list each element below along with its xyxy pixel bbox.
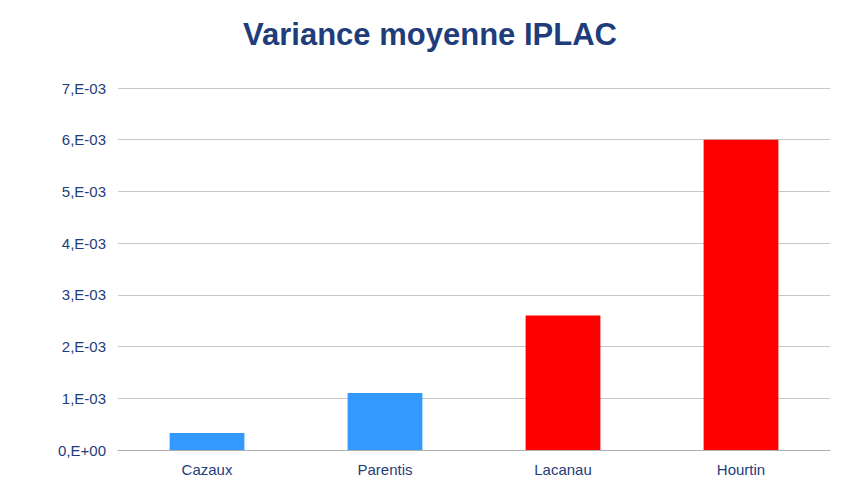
svg-text:Hourtin: Hourtin xyxy=(717,461,765,478)
svg-text:5,E-03: 5,E-03 xyxy=(62,183,106,200)
svg-text:Parentis: Parentis xyxy=(357,461,412,478)
svg-text:4,E-03: 4,E-03 xyxy=(62,235,106,252)
svg-text:7,E-03: 7,E-03 xyxy=(62,80,106,97)
svg-text:3,E-03: 3,E-03 xyxy=(62,286,106,303)
svg-text:Cazaux: Cazaux xyxy=(182,461,233,478)
svg-text:2,E-03: 2,E-03 xyxy=(62,338,106,355)
svg-text:0,E+00: 0,E+00 xyxy=(58,442,106,459)
svg-text:Variance moyenne IPLAC: Variance moyenne IPLAC xyxy=(243,17,617,52)
svg-text:1,E-03: 1,E-03 xyxy=(62,390,106,407)
svg-text:Lacanau: Lacanau xyxy=(534,461,592,478)
svg-text:6,E-03: 6,E-03 xyxy=(62,131,106,148)
